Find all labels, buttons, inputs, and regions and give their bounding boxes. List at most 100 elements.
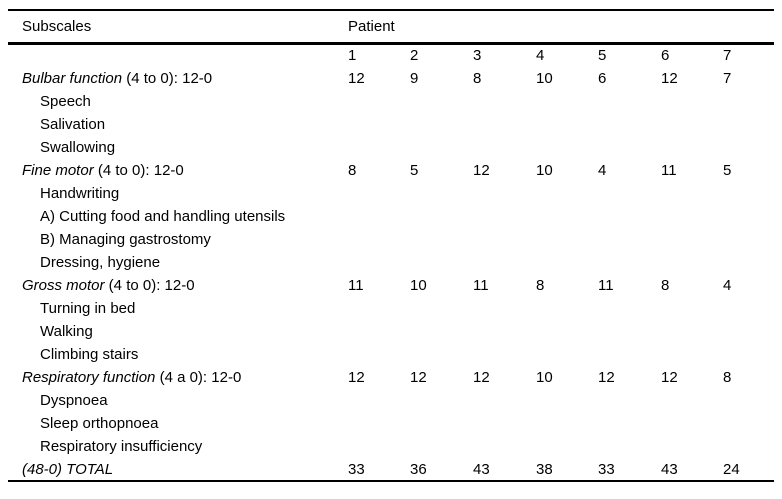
patient-number: 6 <box>661 47 670 65</box>
cell-value: 5 <box>723 162 732 179</box>
cell-value <box>536 251 598 274</box>
cell-value <box>598 435 661 458</box>
cell-value <box>661 136 723 159</box>
cell-value <box>598 113 661 136</box>
cell-value <box>723 435 774 458</box>
subscales-table-wrap: Subscales Patient 1 2 3 4 5 6 7 Bulbar f… <box>8 9 774 482</box>
patient-number: 3 <box>473 47 482 65</box>
cell-value: 12 <box>410 369 427 386</box>
table-row: Bulbar function (4 to 0): 12-0 12 9 8 10… <box>8 67 774 90</box>
row-label: Speech <box>8 90 348 113</box>
row-label-rest: (4 a 0): 12-0 <box>155 369 242 386</box>
row-label-rest: Salivation <box>40 116 106 133</box>
cell-value <box>410 412 473 435</box>
row-label-rest: Climbing stairs <box>40 346 139 363</box>
cell-value: 11 <box>348 277 364 294</box>
table-row: Walking <box>8 320 774 343</box>
patient-number: 4 <box>536 47 545 65</box>
cell-value <box>348 90 410 113</box>
row-label: Walking <box>8 320 348 343</box>
cell-value <box>473 320 536 343</box>
row-label: Swallowing <box>8 136 348 159</box>
cell-value <box>410 90 473 113</box>
subscales-table: Subscales Patient 1 2 3 4 5 6 7 Bulbar f… <box>8 9 774 482</box>
cell-value: 33 <box>598 460 615 478</box>
table-body: Bulbar function (4 to 0): 12-0 12 9 8 10… <box>8 67 774 481</box>
row-label-rest: Turning in bed <box>40 300 136 317</box>
cell-value <box>348 228 410 251</box>
cell-value <box>473 182 536 205</box>
cell-value: 10 <box>410 277 427 294</box>
row-label-rest: (4 to 0): 12-0 <box>93 162 184 179</box>
cell-value <box>536 205 598 228</box>
cell-value <box>473 205 536 228</box>
cell-value <box>473 297 536 320</box>
empty-cell <box>8 43 348 67</box>
patient-numbers-row: 1 2 3 4 5 6 7 <box>8 43 774 67</box>
cell-value: 12 <box>661 70 678 87</box>
cell-value <box>410 228 473 251</box>
cell-value: 33 <box>348 460 365 478</box>
cell-value: 11 <box>661 162 677 179</box>
row-label-rest: Respiratory insufficiency <box>40 438 203 455</box>
row-label-rest: Speech <box>40 93 91 110</box>
cell-value: 12 <box>473 162 490 179</box>
cell-value <box>473 113 536 136</box>
row-label-rest: A) Cutting food and handling utensils <box>40 208 286 225</box>
cell-value <box>410 389 473 412</box>
cell-value <box>723 251 774 274</box>
table-row: Fine motor (4 to 0): 12-0 8 5 12 10 4 11… <box>8 159 774 182</box>
row-label-rest: Dressing, hygiene <box>40 254 161 271</box>
table-row: Salivation <box>8 113 774 136</box>
cell-value: 8 <box>473 70 482 87</box>
cell-value <box>410 343 473 366</box>
table-row: (48-0) TOTAL 33 36 43 38 33 43 24 <box>8 458 774 481</box>
cell-value <box>661 113 723 136</box>
cell-value <box>723 297 774 320</box>
cell-value <box>348 182 410 205</box>
cell-value <box>473 228 536 251</box>
table-row: Dyspnoea <box>8 389 774 412</box>
cell-value: 6 <box>598 70 607 87</box>
cell-value <box>661 182 723 205</box>
cell-value <box>661 435 723 458</box>
cell-value <box>536 343 598 366</box>
cell-value <box>348 297 410 320</box>
row-label: Bulbar function (4 to 0): 12-0 <box>8 67 348 90</box>
cell-value: 4 <box>598 162 607 179</box>
row-label-rest: Handwriting <box>40 185 120 202</box>
table-row: Respiratory insufficiency <box>8 435 774 458</box>
cell-value <box>536 113 598 136</box>
cell-value <box>410 205 473 228</box>
cell-value <box>661 389 723 412</box>
cell-value <box>598 251 661 274</box>
cell-value <box>410 182 473 205</box>
cell-value <box>598 136 661 159</box>
cell-value <box>348 205 410 228</box>
cell-value <box>598 320 661 343</box>
cell-value <box>410 113 473 136</box>
cell-value <box>348 251 410 274</box>
table-row: B) Managing gastrostomy <box>8 228 774 251</box>
patient-number: 2 <box>410 47 419 65</box>
cell-value <box>598 205 661 228</box>
cell-value <box>598 182 661 205</box>
row-label: Dressing, hygiene <box>8 251 348 274</box>
row-label: Respiratory insufficiency <box>8 435 348 458</box>
row-label-rest: Sleep orthopnoea <box>40 415 159 432</box>
cell-value <box>723 113 774 136</box>
patient-number: 1 <box>348 47 357 65</box>
row-label: A) Cutting food and handling utensils <box>8 205 348 228</box>
cell-value <box>348 412 410 435</box>
table-row: Swallowing <box>8 136 774 159</box>
patient-number: 7 <box>723 47 732 65</box>
cell-value <box>536 90 598 113</box>
cell-value <box>598 297 661 320</box>
subscales-header: Subscales <box>22 17 92 35</box>
cell-value <box>661 90 723 113</box>
row-label-rest: Swallowing <box>40 139 116 156</box>
row-label-italic: Respiratory function <box>22 369 156 386</box>
cell-value <box>598 412 661 435</box>
cell-value <box>348 136 410 159</box>
cell-value <box>598 343 661 366</box>
